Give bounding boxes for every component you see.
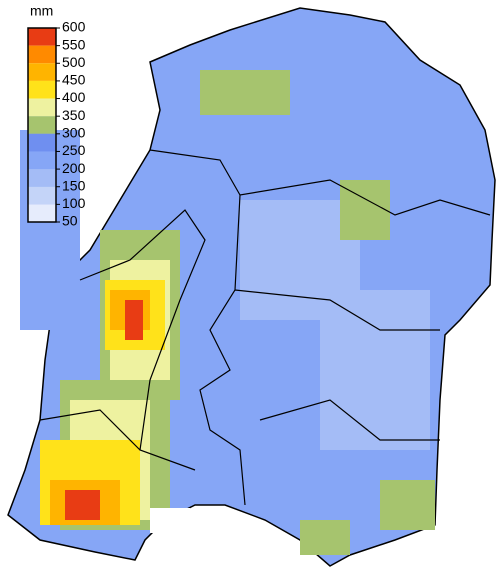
legend-frame: [27, 27, 57, 223]
legend-swatch: [28, 45, 56, 64]
legend-swatch: [28, 169, 56, 187]
map: [7, 7, 496, 567]
legend-tick-label: 450: [62, 72, 86, 88]
legend-unit: mm: [30, 3, 53, 19]
legend-tick-label: 100: [62, 195, 86, 211]
legend-tick-label: 150: [62, 177, 86, 193]
legend-tick-label: 400: [62, 89, 86, 105]
legend-tick-label: 50: [62, 213, 78, 229]
legend-tick-label: 500: [62, 54, 86, 70]
region-borders: [39, 149, 491, 506]
legend-tick-label: 600: [62, 19, 86, 35]
legend-swatch: [28, 28, 56, 46]
legend-swatch: [28, 186, 56, 205]
legend-swatch: [28, 133, 56, 152]
legend-tick-label: 250: [62, 142, 86, 158]
precip-patches: [20, 70, 435, 555]
legend-tick-label: 350: [62, 107, 86, 123]
legend-swatch: [28, 151, 56, 170]
legend-swatch: [28, 80, 56, 99]
legend-swatch: [28, 63, 56, 81]
legend-tick-label: 550: [62, 36, 86, 52]
legend-swatch: [28, 98, 56, 117]
legend-tick-label: 200: [62, 160, 86, 176]
legend-tick-label: 300: [62, 125, 86, 141]
legend-swatch: [28, 204, 56, 222]
legend-swatch: [28, 116, 56, 134]
